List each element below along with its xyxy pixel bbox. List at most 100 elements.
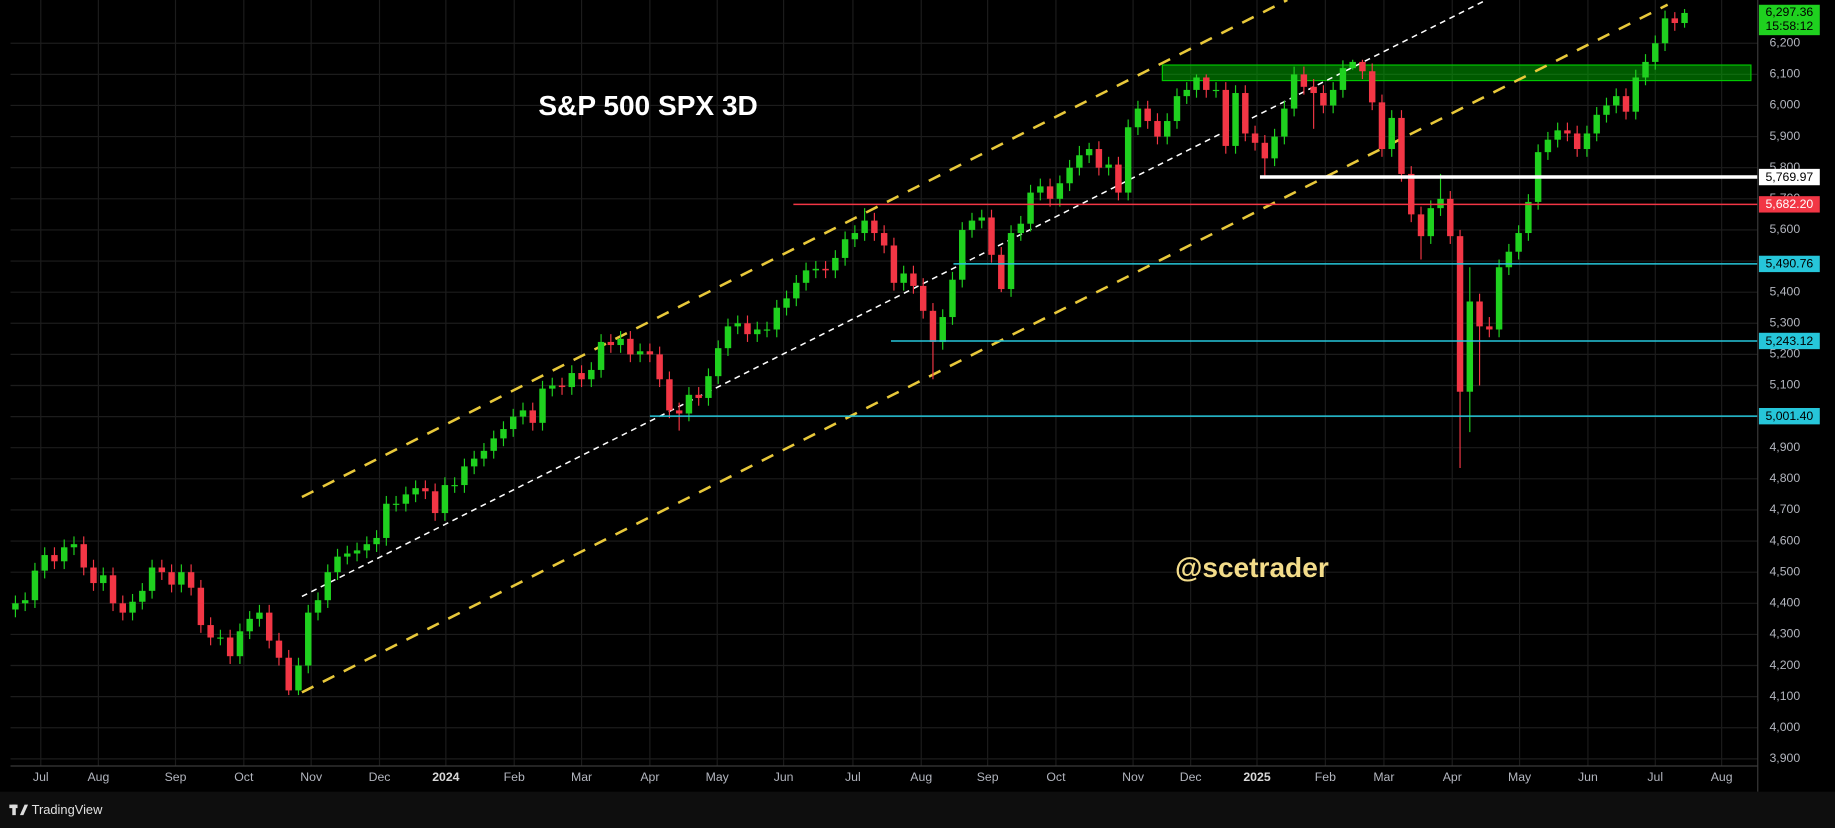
x-tick-label: Jun [1578,770,1598,784]
candle-body [226,637,234,657]
level-label: 5,001.40 [1765,409,1813,423]
candle-body [754,329,761,335]
candle-body [1603,105,1610,115]
candle-body [578,373,585,380]
x-tick-label: Jul [33,770,49,784]
candle-body [1085,149,1093,156]
candle-body [929,310,937,342]
y-tick-label: 6,200 [1769,36,1800,50]
candle-body [1495,267,1503,330]
candle-body [305,612,312,666]
candle-body [119,603,127,613]
candle-body [402,494,410,504]
x-tick-label: 2025 [1243,770,1270,784]
x-tick-label: Aug [87,770,109,784]
candle-body [21,600,29,604]
candle-body [1447,198,1454,237]
candle-body [129,601,136,613]
x-tick-label: Sep [977,770,999,784]
candle-body [1408,173,1415,215]
candle-body [763,329,771,331]
candle-body [1251,133,1259,143]
candle-body [656,354,663,380]
candle-body [675,410,683,414]
candle-body [1476,301,1483,327]
candle-body [314,600,322,613]
candle-body [383,503,390,538]
candle-body [363,544,371,551]
candle-body [832,257,839,271]
candle-body [422,488,429,492]
channel-lower [301,3,1669,694]
candle-body [1163,121,1171,137]
x-tick-label: Oct [234,770,254,784]
x-tick-label: Oct [1046,770,1066,784]
zone [1161,64,1752,82]
candle-body [158,567,166,573]
candle-body [705,376,712,398]
y-tick-label: 6,000 [1769,98,1800,112]
candle-body [1368,71,1376,103]
candle-body [1593,114,1600,134]
candle-body [392,503,400,505]
candle-body [60,547,68,562]
candle-body [1193,77,1200,90]
candle-body [1124,127,1132,193]
candle-body [236,631,244,657]
y-tick-label: 5,100 [1769,378,1800,392]
candle-body [1583,133,1591,150]
candle-body [178,572,185,585]
candle-body [1466,301,1474,392]
candle-body [1173,96,1181,122]
candle-body [1544,139,1552,153]
x-tick-label: May [706,770,730,784]
candle-body [1154,121,1161,137]
candle-body [1290,74,1298,109]
candle-body [539,388,546,423]
candle-body [1427,208,1434,237]
y-tick-label: 5,300 [1769,316,1800,330]
candle-body [31,570,39,601]
y-tick-label: 4,900 [1769,440,1800,454]
candle-body [988,217,995,255]
candle-body [1642,61,1649,78]
candle-body [910,273,917,286]
candle-body [1349,61,1356,69]
candle-body [1339,68,1347,90]
y-tick-label: 4,400 [1769,596,1800,610]
candle-body [1329,89,1337,106]
candle-body [1056,183,1064,199]
candle-body [1203,77,1210,90]
candle-body [1554,130,1561,140]
candle-body [841,239,849,258]
candle-body [519,410,527,417]
level-label-box [1758,196,1820,213]
candle-body [1486,326,1493,330]
candle-body [168,572,175,585]
candle-body [1144,108,1151,122]
zone-layer [1161,64,1752,82]
candle-body [1183,89,1190,97]
candle-body [744,323,751,335]
brand: TradingView [32,802,104,817]
candle-body [978,217,985,221]
countdown: 15:58:12 [1765,19,1813,33]
candle-body [51,555,58,562]
level-label: 5,490.76 [1765,257,1813,271]
x-tick-label: Feb [1315,770,1336,784]
candle-body [1017,223,1025,234]
candle-body [1437,198,1444,209]
level-label-box [1758,407,1820,425]
candle-body [666,379,673,411]
candle-body [939,317,946,342]
candle-body [880,233,888,246]
candle-body [773,307,780,330]
candle-body [217,637,224,639]
watermark: @scetrader [1175,552,1329,583]
candle-body [500,429,507,439]
candle-body [783,298,790,308]
chart-title: S&P 500 SPX 3D [538,90,758,121]
candle-body [90,567,97,584]
